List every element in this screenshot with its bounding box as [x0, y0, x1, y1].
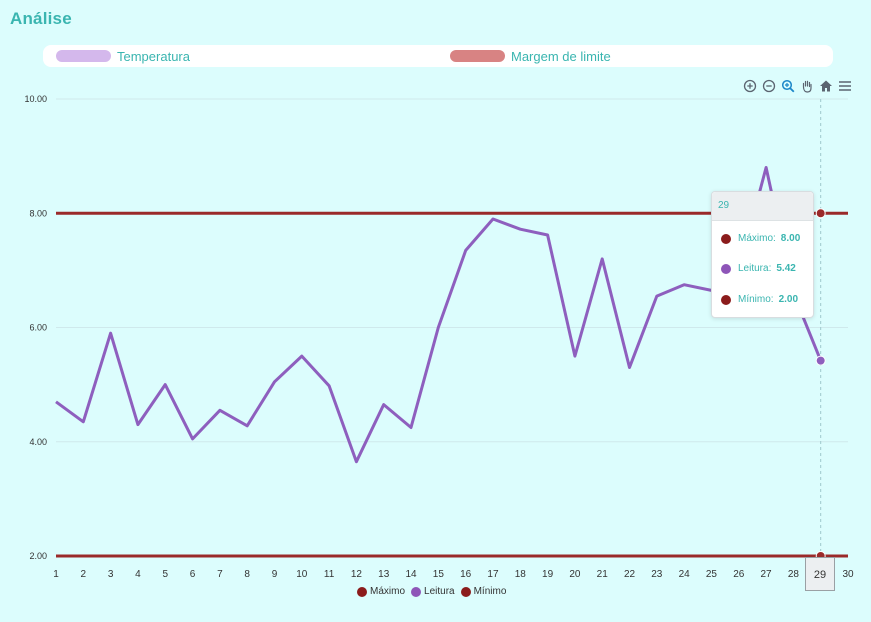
x-tick-label: 9: [272, 569, 278, 580]
chart-tooltip: 29 Máximo: 8.00 Leitura: 5.42 Mínimo: 2.…: [711, 191, 814, 318]
y-tick-label: 8.00: [29, 208, 47, 218]
x-tick-label: 5: [162, 569, 168, 580]
bottom-legend-item-minimo[interactable]: Mínimo: [460, 586, 507, 597]
y-tick-label: 4.00: [29, 437, 47, 447]
x-cursor-label: 29: [805, 557, 835, 591]
legend-label: Máximo: [370, 586, 406, 597]
x-tick-label: 11: [324, 569, 335, 580]
x-tick-label: 8: [244, 569, 250, 580]
tooltip-row-leitura: Leitura: 5.42: [721, 263, 796, 274]
bottom-legend-item-leitura[interactable]: Leitura: [411, 586, 455, 597]
tooltip-dot: [721, 263, 731, 274]
tooltip-value: 2.00: [778, 294, 799, 305]
data-point-leitura[interactable]: [815, 355, 826, 366]
x-tick-label: 1: [53, 569, 59, 580]
series-line-leitura[interactable]: [55, 166, 823, 464]
x-tick-label: 12: [351, 569, 363, 580]
x-tick-label: 24: [679, 569, 691, 580]
x-tick-label: 6: [190, 569, 196, 580]
legend-item-temperatura[interactable]: Temperatura: [56, 45, 190, 67]
x-tick-label: 21: [597, 569, 609, 580]
x-tick-label: 3: [108, 569, 114, 580]
x-tick-label: 19: [542, 569, 554, 580]
x-tick-label: 20: [569, 569, 581, 580]
legend-label: Margem de limite: [511, 48, 611, 64]
x-tick-label: 23: [651, 569, 663, 580]
x-tick-label: 16: [460, 569, 472, 580]
legend-label: Temperatura: [117, 48, 190, 64]
tooltip-title: 29: [712, 192, 813, 221]
x-tick-label: 7: [217, 569, 223, 580]
x-tick-label: 4: [135, 569, 141, 580]
x-tick-label: 13: [378, 569, 390, 580]
x-tick-label: 2: [81, 569, 87, 580]
chart-toolbar: [742, 77, 852, 95]
tooltip-row-maximo: Máximo: 8.00: [721, 233, 800, 244]
x-tick-label: 30: [842, 569, 854, 580]
legend-label: Leitura: [424, 586, 455, 597]
page-title: Análise: [10, 9, 72, 28]
x-tick-label: 25: [706, 569, 718, 580]
zoom-out-icon[interactable]: [761, 79, 776, 94]
legend-swatch: [450, 50, 505, 62]
legend-label: Mínimo: [473, 586, 507, 597]
x-tick-label: 26: [733, 569, 745, 580]
legend-swatch: [56, 50, 111, 62]
tooltip-label: Leitura:: [738, 263, 772, 274]
x-tick-label: 22: [624, 569, 636, 580]
x-tick-label: 28: [788, 569, 800, 580]
tooltip-value: 5.42: [776, 263, 796, 274]
x-tick-label: 27: [761, 569, 773, 580]
tooltip-dot: [721, 294, 731, 305]
tooltip-label: Mínimo:: [738, 294, 774, 305]
legend-dot: [357, 586, 367, 597]
tooltip-dot: [721, 233, 731, 244]
home-icon[interactable]: [818, 79, 833, 94]
y-tick-label: 10.00: [24, 94, 47, 104]
pan-icon[interactable]: [799, 79, 814, 94]
legend-item-margem[interactable]: Margem de limite: [450, 45, 611, 67]
tooltip-value: 8.00: [780, 233, 801, 244]
x-tick-label: 14: [405, 569, 417, 580]
y-tick-label: 2.00: [29, 551, 47, 561]
bottom-legend: Máximo Leitura Mínimo: [357, 586, 512, 597]
x-tick-label: 17: [487, 569, 499, 580]
legend-dot: [411, 586, 422, 597]
zoom-in-icon[interactable]: [742, 79, 757, 94]
selection-zoom-icon[interactable]: [780, 79, 795, 94]
data-point-maximo[interactable]: [815, 208, 826, 219]
y-tick-label: 6.00: [29, 323, 47, 333]
x-tick-label: 10: [296, 569, 308, 580]
x-tick-label: 15: [433, 569, 445, 580]
top-legend: Temperatura Margem de limite: [43, 45, 833, 67]
tooltip-label: Máximo:: [738, 233, 776, 244]
menu-icon[interactable]: [837, 79, 852, 94]
tooltip-row-minimo: Mínimo: 2.00: [721, 294, 798, 305]
x-tick-label: 18: [515, 569, 527, 580]
bottom-legend-item-maximo[interactable]: Máximo: [357, 586, 405, 597]
legend-dot: [460, 586, 471, 597]
